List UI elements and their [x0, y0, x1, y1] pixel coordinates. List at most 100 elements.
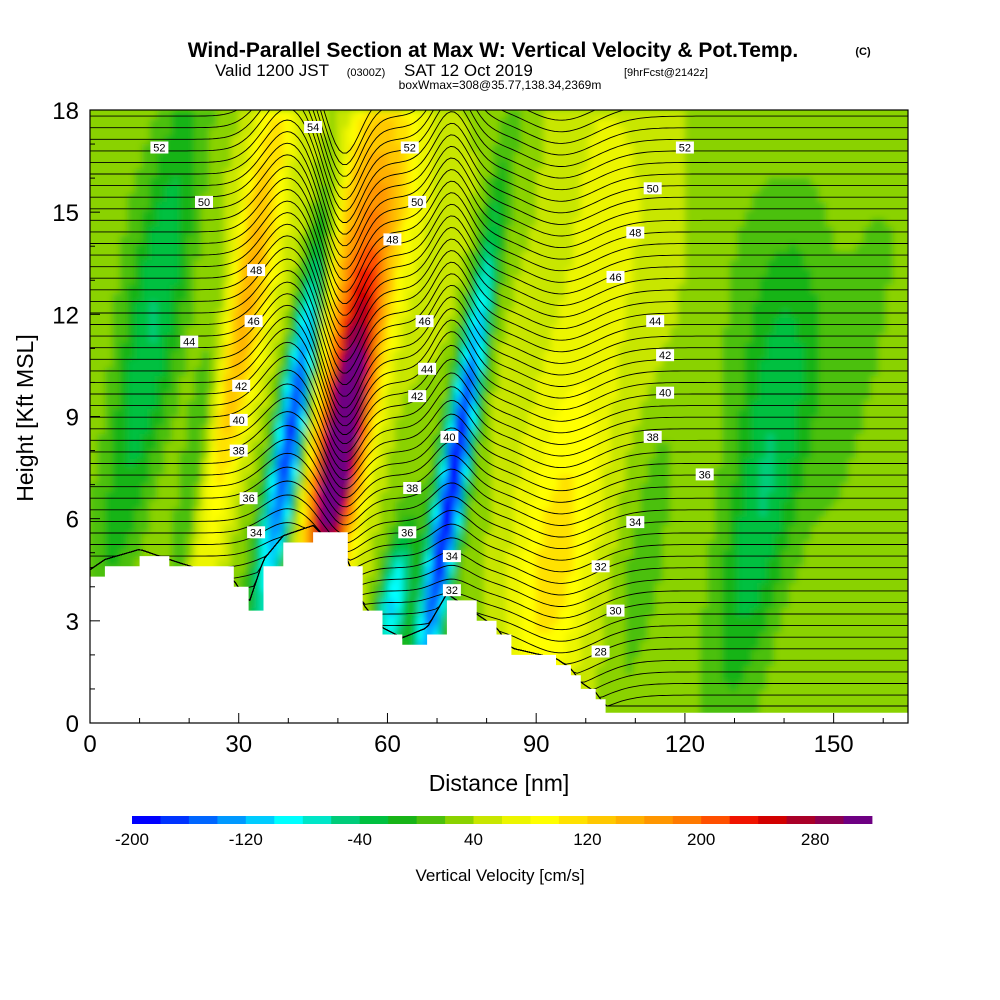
- x-tick-label: 120: [665, 731, 705, 758]
- colorbar-tick-label: -120: [229, 830, 263, 849]
- colorbar-tick-label: -40: [347, 830, 372, 849]
- x-tick-label: 30: [225, 731, 252, 758]
- colorbar-swatch: [502, 816, 531, 824]
- theta-contour-line: [90, 466, 908, 526]
- colorbar-swatch: [786, 816, 816, 824]
- y-tick-label: 15: [52, 200, 79, 227]
- x-axis: 0 30 60 90 120 150: [83, 713, 884, 758]
- theta-contour-line: [90, 369, 908, 463]
- theta-contour-line: [90, 119, 908, 235]
- x-tick-label: 150: [814, 731, 854, 758]
- theta-contour-line: [90, 480, 908, 538]
- chart-title: Wind-Parallel Section at Max W: Vertical…: [188, 39, 799, 62]
- colorbar-tick-label: 120: [573, 830, 601, 849]
- x-axis-label: Distance [nm]: [429, 770, 570, 796]
- box-wmax-info: boxWmax=308@35.77,138.34,2369m: [399, 78, 602, 92]
- colorbar-tick-label: -200: [115, 830, 149, 849]
- theta-contour-line: [90, 142, 908, 258]
- theta-contour-line: [90, 304, 908, 418]
- theta-contour-line: [90, 411, 908, 490]
- theta-contour-line: [90, 293, 908, 409]
- colorbar-swatch: [274, 816, 304, 824]
- x-tick-label: 0: [83, 731, 96, 758]
- theta-contour-line: [90, 165, 908, 281]
- theta-contour-label: 50: [643, 182, 662, 195]
- theta-contour-label: 48: [247, 264, 266, 277]
- theta-contour-line: [90, 270, 908, 386]
- colorbar-swatch: [843, 816, 873, 824]
- colorbar-tick-label: 280: [801, 830, 829, 849]
- y-axis: 0 3 6 9 12 15 18: [52, 98, 100, 738]
- theta-contour-label: 44: [180, 335, 199, 349]
- colorbar-swatch: [302, 816, 332, 824]
- theta-contour-label: 40: [656, 386, 675, 400]
- theta-contour-label: 50: [195, 195, 213, 209]
- forecast-info: [9hrFcst@2142z]: [624, 67, 708, 79]
- colorbar-swatch: [245, 816, 275, 824]
- valid-utc: (0300Z): [347, 67, 386, 79]
- theta-contour-label: 36: [239, 492, 258, 505]
- colorbar-swatch: [445, 816, 474, 824]
- colorbar-swatch: [331, 816, 361, 824]
- theta-contour-label: 44: [646, 315, 665, 328]
- y-tick-label: 9: [66, 405, 79, 432]
- colorbar-swatch: [644, 816, 674, 824]
- colorbar-label: Vertical Velocity [cm/s]: [415, 866, 584, 885]
- theta-contour-label: 40: [440, 430, 459, 444]
- terrain-mask: [90, 532, 908, 723]
- theta-contour-line: [90, 522, 908, 573]
- theta-contour-label: 42: [232, 379, 251, 393]
- x-tick-label: 60: [374, 731, 401, 758]
- theta-contour-line: [90, 383, 908, 472]
- theta-contour-line: [90, 110, 908, 189]
- y-tick-label: 0: [66, 711, 79, 738]
- colorbar-swatch: [359, 816, 389, 824]
- theta-contour-line: [90, 316, 908, 427]
- theta-contour-label: 36: [398, 526, 417, 539]
- theta-contour-line: [90, 341, 908, 445]
- theta-contour-label: 38: [643, 430, 662, 444]
- theta-contour-label: 32: [591, 560, 610, 573]
- theta-contour-label: 50: [408, 195, 427, 209]
- theta-contour-label: 46: [415, 315, 434, 328]
- colorbar-swatch: [587, 816, 617, 824]
- theta-contour-label: 46: [606, 270, 625, 284]
- theta-contour-line: [90, 281, 908, 397]
- colorbar-tick-label: 40: [464, 830, 483, 849]
- plot-area: 52 50 48 46 44 42 40 38 36 34 54 52 50 48 46 44 42 40 38 36…: [89, 109, 909, 724]
- colorbar-swatch: [217, 816, 247, 824]
- colorbar-swatch: [815, 816, 844, 824]
- colorbar-swatch: [530, 816, 560, 824]
- colorbar-swatch: [388, 816, 418, 824]
- colorbar: -200 -120 -40 40 120 200 280: [115, 816, 873, 849]
- theta-contour-label: 36: [695, 468, 714, 481]
- x-tick-label: 90: [523, 731, 550, 758]
- colorbar-swatch: [188, 816, 218, 824]
- y-tick-label: 3: [66, 609, 79, 636]
- colorbar-swatch: [473, 816, 503, 824]
- valid-date: SAT 12 Oct 2019: [404, 61, 533, 80]
- theta-contour-line: [90, 154, 908, 270]
- theta-contour-line: [90, 397, 908, 481]
- theta-contour-line: [90, 524, 908, 584]
- colorbar-swatch: [729, 816, 759, 824]
- theta-contour-line: [90, 177, 908, 293]
- theta-contour-label: 46: [244, 315, 263, 328]
- theta-contour-line: [90, 235, 908, 351]
- theta-contour-label: 34: [626, 516, 645, 529]
- colorbar-swatch: [701, 816, 731, 824]
- theta-contour-label: 52: [150, 141, 169, 155]
- y-tick-label: 18: [52, 98, 79, 125]
- theta-contour-line: [90, 438, 908, 508]
- chart-title-mark: (C): [855, 46, 871, 58]
- y-axis-label: Height [Kft MSL]: [12, 334, 38, 501]
- theta-contour-line: [90, 327, 908, 435]
- colorbar-swatch: [160, 816, 190, 824]
- terrain: [90, 532, 908, 723]
- colorbar-swatch: [132, 816, 161, 824]
- theta-contour-label: 40: [229, 413, 248, 427]
- theta-contour-label: 44: [418, 362, 437, 376]
- theta-contour-line: [90, 110, 908, 200]
- y-tick-label: 12: [52, 302, 79, 329]
